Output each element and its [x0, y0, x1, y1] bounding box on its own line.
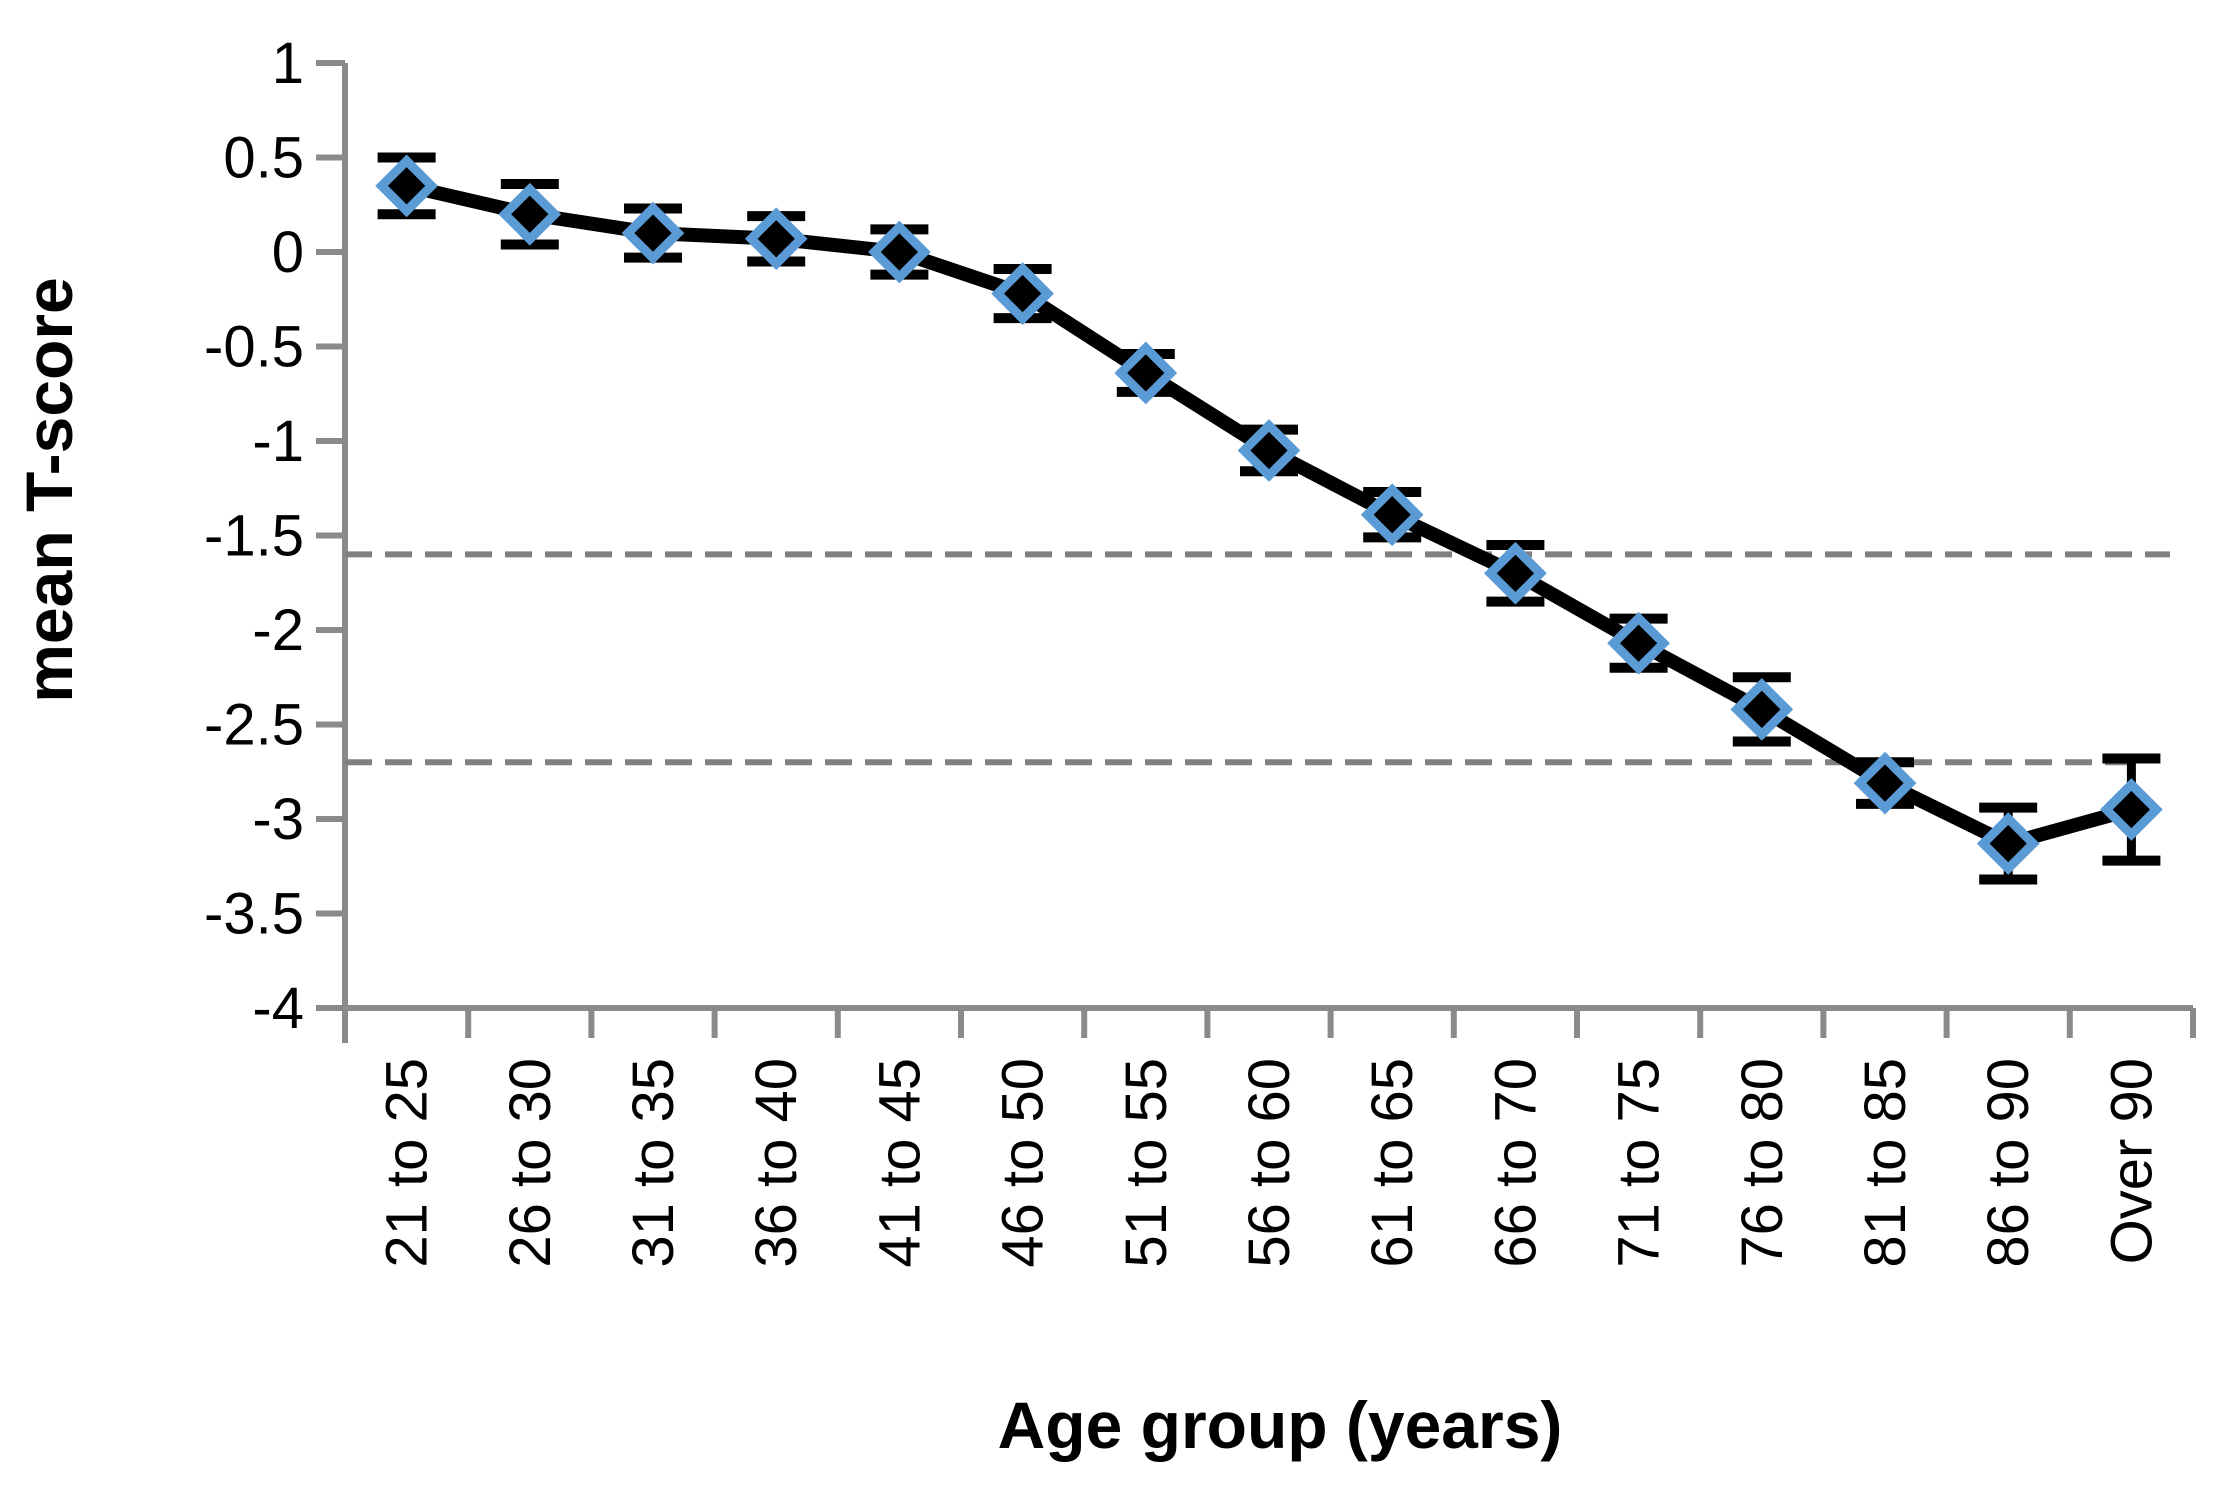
data-point-marker: [621, 201, 685, 265]
series-line: [399, 178, 2139, 851]
data-point-marker: [991, 262, 1054, 325]
y-tick-label: -3.5: [204, 882, 304, 947]
x-tick-label: 56 to 60: [1237, 1058, 1302, 1268]
data-point-marker: [2100, 778, 2163, 841]
x-tick-label: 66 to 70: [1483, 1058, 1548, 1268]
data-point-marker: [375, 154, 438, 218]
x-tick-label: 26 to 30: [498, 1058, 563, 1268]
y-axis-title: mean T-score: [12, 277, 86, 703]
x-tick-label: 36 to 40: [744, 1058, 809, 1268]
plot-area: 1 0.5 0 -0.5 -1 -1.5 -2 -2.5 -3 -3.5 -4 21 to 25 26 …: [204, 31, 2196, 1268]
data-point-marker: [1853, 751, 1917, 815]
y-tick-label: -2.5: [204, 693, 304, 758]
data-point-marker: [1976, 812, 2040, 875]
x-tick-label: 71 to 75: [1607, 1058, 1672, 1268]
y-tick-label: -4: [252, 976, 304, 1041]
y-tick-label: -0.5: [204, 315, 304, 380]
x-axis-title: Age group (years): [998, 1388, 1563, 1462]
x-tick-label: 76 to 80: [1730, 1058, 1795, 1268]
x-tick-label: Over 90: [2099, 1058, 2164, 1264]
data-point-marker: [868, 220, 931, 284]
y-tick-label: -3: [252, 787, 304, 852]
x-tick-label: 31 to 35: [621, 1058, 686, 1268]
data-point-marker: [1607, 611, 1670, 675]
data-point-marker: [498, 182, 562, 246]
data-point-marker: [1237, 419, 1301, 482]
x-tick-label: 81 to 85: [1853, 1058, 1918, 1268]
y-tick-label: -2: [252, 598, 304, 663]
y-tick-label: 0.5: [223, 126, 304, 191]
x-tick-label: 51 to 55: [1114, 1058, 1179, 1268]
y-tick-label: -1.5: [204, 504, 304, 569]
data-point-marker: [1730, 678, 1794, 741]
data-point-marker: [744, 207, 808, 271]
x-tick-label: 46 to 50: [991, 1058, 1056, 1268]
x-tick-label: 61 to 65: [1360, 1058, 1425, 1268]
data-point-marker: [1360, 483, 1424, 547]
x-tick-label: 41 to 45: [867, 1058, 932, 1268]
x-tick-label: 86 to 90: [1976, 1058, 2041, 1268]
data-point-marker: [1484, 541, 1547, 605]
data-point-marker: [1114, 341, 1178, 405]
y-tick-label: -1: [252, 409, 304, 474]
y-tick-label: 1: [272, 31, 304, 96]
y-tick-label: 0: [272, 220, 304, 285]
x-tick-label: 21 to 25: [375, 1058, 440, 1268]
